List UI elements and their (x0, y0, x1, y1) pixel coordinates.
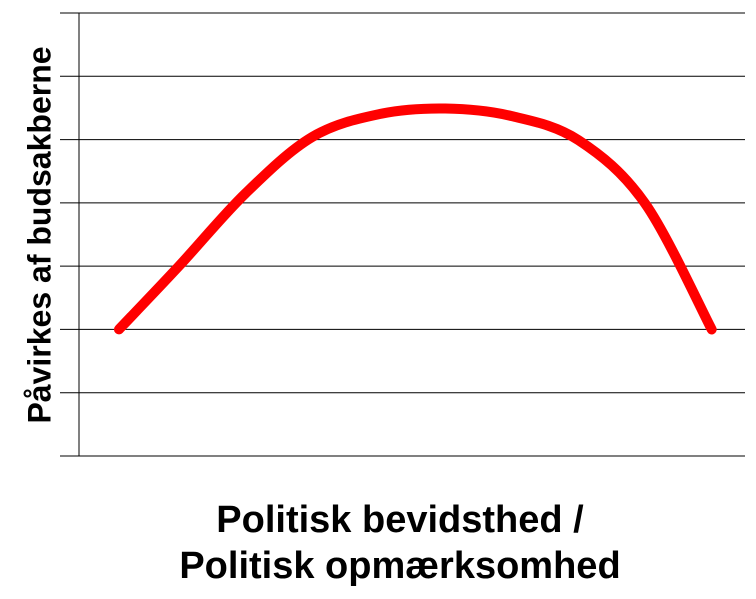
x-axis-label-line-1: Politisk bevidsthed / (216, 499, 584, 541)
y-axis-label: Påvirkes af budsakberne (21, 46, 58, 424)
x-axis-label-line-2: Politisk opmærksomhed (179, 545, 621, 587)
series-layer (113, 103, 717, 335)
x-axis-label: Politisk bevidsthed / Politisk opmærksom… (120, 497, 680, 589)
gridlines (60, 12, 745, 457)
series-line-0 (113, 103, 717, 335)
